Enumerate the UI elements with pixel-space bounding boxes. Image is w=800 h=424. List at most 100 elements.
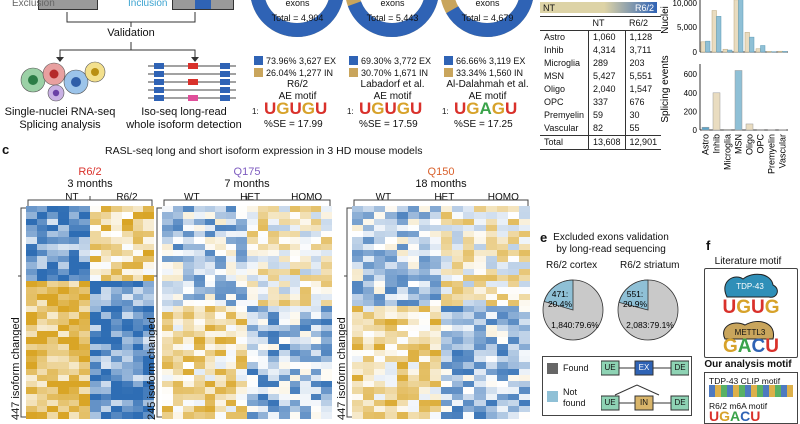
notfound-swatch bbox=[547, 391, 558, 402]
donut-total: Total = 4,679 bbox=[440, 12, 535, 24]
table-cell: 2,040 bbox=[589, 83, 626, 96]
motif-bits: 1: bbox=[252, 106, 259, 118]
pie-big-label: 1,840:79.6% bbox=[551, 320, 599, 330]
donut-group-3: exons Total = 4,679 66.66% 3,119 EX 33.3… bbox=[440, 0, 535, 140]
top-bar-nt bbox=[778, 51, 783, 52]
category-label: Vascular bbox=[778, 134, 788, 168]
panel-e-title-1: Excluded exons validation bbox=[536, 232, 686, 244]
donut-ex-row: 69.30% 3,772 EX bbox=[349, 55, 431, 67]
validation-label: Validation bbox=[100, 27, 162, 39]
donut-ex: 69.30% 3,772 EX bbox=[361, 56, 431, 66]
found-legend: Found Not found UE EX DE UE IN DE bbox=[542, 356, 692, 416]
table-cell: 55 bbox=[625, 122, 661, 136]
table-cell: 1,060 bbox=[589, 31, 626, 45]
snrna-label-2: Splicing analysis bbox=[0, 119, 120, 131]
found-swatch bbox=[547, 363, 558, 374]
model-name: Q150 bbox=[352, 166, 530, 178]
top-bar-r6 bbox=[761, 46, 766, 52]
donut-ex-row: 66.66% 3,119 EX bbox=[444, 55, 525, 67]
table-cell: 82 bbox=[589, 122, 626, 136]
pie-small-pct: 20.9% bbox=[623, 299, 648, 309]
donut-ex-row: 73.96% 3,627 EX bbox=[254, 55, 336, 67]
pie-big-label: 2,083:79.1% bbox=[626, 320, 674, 330]
panel-f-label: f bbox=[706, 238, 710, 253]
pie-small-count: 551: bbox=[627, 289, 644, 299]
table-cell: Oligo bbox=[540, 83, 589, 96]
donut-in: 33.34% 1,560 IN bbox=[456, 68, 523, 78]
table-total-cell: Total bbox=[540, 136, 589, 150]
m6a-motif: UGACU bbox=[709, 409, 793, 423]
donut-group-2: exons Total = 5,443 69.30% 3,772 EX 30.7… bbox=[345, 0, 440, 140]
bottom-tick-label: 0 bbox=[693, 126, 698, 135]
table-cell: 3,711 bbox=[625, 44, 661, 57]
column-dendrogram bbox=[352, 196, 530, 206]
nuclei-cells-icon bbox=[18, 60, 108, 102]
top-bar-nt bbox=[767, 51, 772, 52]
table-cell: Microglia bbox=[540, 57, 589, 70]
isoform-reads-icon bbox=[148, 62, 238, 102]
table-cell: 1,547 bbox=[625, 83, 661, 96]
table-cell: MSN bbox=[540, 70, 589, 83]
table-header-cell: NT bbox=[589, 17, 626, 31]
donut-ex: 66.66% 3,119 EX bbox=[456, 56, 525, 66]
se-label: %SE = 17.99 bbox=[264, 119, 323, 131]
bottom-bar bbox=[702, 127, 709, 130]
table-cell: 30 bbox=[625, 109, 661, 122]
table-cell: 5,427 bbox=[589, 70, 626, 83]
table-cell: 4,314 bbox=[589, 44, 626, 57]
bottom-bar bbox=[713, 93, 720, 130]
table-cell: 5,551 bbox=[625, 70, 661, 83]
pie-small-pct: 20.4% bbox=[548, 299, 573, 309]
clip-logo-icon bbox=[709, 385, 793, 397]
table-cell: 337 bbox=[589, 96, 626, 109]
table-cell: 59 bbox=[589, 109, 626, 122]
bottom-bar bbox=[724, 129, 731, 130]
table-cell: 676 bbox=[625, 96, 661, 109]
ae-motif: UGUGU bbox=[264, 100, 327, 118]
donut-top-label: exons bbox=[345, 0, 440, 9]
table-cell: Premyelin bbox=[540, 109, 589, 122]
panel-e-title-2: by long-read sequencing bbox=[536, 244, 686, 256]
ae-motif: UGAGU bbox=[454, 100, 517, 118]
top-bar-r6 bbox=[728, 50, 733, 52]
bottom-tick-label: 400 bbox=[684, 89, 698, 98]
table-header-cell: R6/2 bbox=[625, 17, 661, 31]
se-label: %SE = 17.25 bbox=[454, 119, 513, 131]
donut-in-row: 33.34% 1,560 IN bbox=[444, 67, 523, 79]
table-cell: OPC bbox=[540, 96, 589, 109]
model-name: R6/2 bbox=[26, 166, 154, 178]
donut-total: Total = 5,443 bbox=[345, 12, 440, 24]
bottom-y-label: Splicing events bbox=[660, 55, 671, 122]
model-sub: 18 months bbox=[352, 178, 530, 190]
top-bar-nt bbox=[734, 0, 739, 52]
de-label-top: DE bbox=[671, 362, 689, 374]
top-bar-nt bbox=[712, 11, 717, 52]
our-motif-box: TDP-43 CLIP motif R6/2 m6A motif UGACU bbox=[704, 372, 798, 424]
donut-group-1: exons Total = 4,904 73.96% 3,627 EX 26.0… bbox=[250, 0, 345, 140]
panel-a: Exclusion Inclusion Validation Single-nu… bbox=[0, 0, 245, 140]
table-total-cell: 12,901 bbox=[625, 136, 661, 150]
excluded-exon-pies: 471:20.4%1,840:79.6%551:20.9%2,083:79.1% bbox=[536, 272, 696, 352]
top-bar-nt bbox=[745, 32, 750, 52]
bar-right-label: R6/2 bbox=[635, 2, 654, 14]
model-sub: 7 months bbox=[162, 178, 332, 190]
bottom-tick-label: 600 bbox=[684, 70, 698, 79]
ugug-motif: UGUG bbox=[713, 298, 789, 318]
ex-swatch bbox=[254, 56, 263, 65]
nt-r6-bar: NT R6/2 bbox=[540, 2, 657, 13]
row-dendrogram bbox=[344, 206, 352, 419]
bar-left-label: NT bbox=[543, 2, 555, 14]
de-label-bottom: DE bbox=[671, 397, 689, 409]
top-bar-r6 bbox=[750, 37, 755, 52]
donut-top-label: exons bbox=[250, 0, 345, 9]
top-bar-nt bbox=[756, 49, 761, 52]
table-cell: 203 bbox=[625, 57, 661, 70]
in-label: IN bbox=[635, 397, 653, 409]
